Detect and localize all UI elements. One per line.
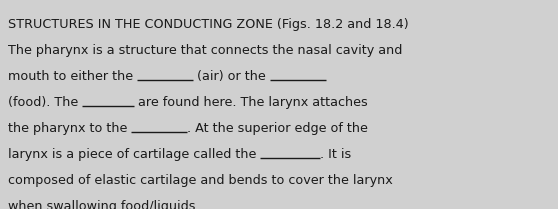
Text: . At the superior edge of the: . At the superior edge of the	[187, 122, 368, 135]
Text: The pharynx is a structure that connects the nasal cavity and: The pharynx is a structure that connects…	[8, 44, 402, 57]
Text: (air) or the: (air) or the	[193, 70, 270, 83]
Text: mouth to either the: mouth to either the	[8, 70, 137, 83]
Text: when swallowing food/liquids.: when swallowing food/liquids.	[8, 200, 200, 209]
Text: (food). The: (food). The	[8, 96, 82, 109]
Text: are found here. The larynx attaches: are found here. The larynx attaches	[134, 96, 368, 109]
Text: . It is: . It is	[320, 148, 352, 161]
Text: composed of elastic cartilage and bends to cover the larynx: composed of elastic cartilage and bends …	[8, 174, 393, 187]
Text: STRUCTURES IN THE CONDUCTING ZONE (Figs. 18.2 and 18.4): STRUCTURES IN THE CONDUCTING ZONE (Figs.…	[8, 18, 408, 31]
Text: the pharynx to the: the pharynx to the	[8, 122, 131, 135]
Text: larynx is a piece of cartilage called the: larynx is a piece of cartilage called th…	[8, 148, 261, 161]
